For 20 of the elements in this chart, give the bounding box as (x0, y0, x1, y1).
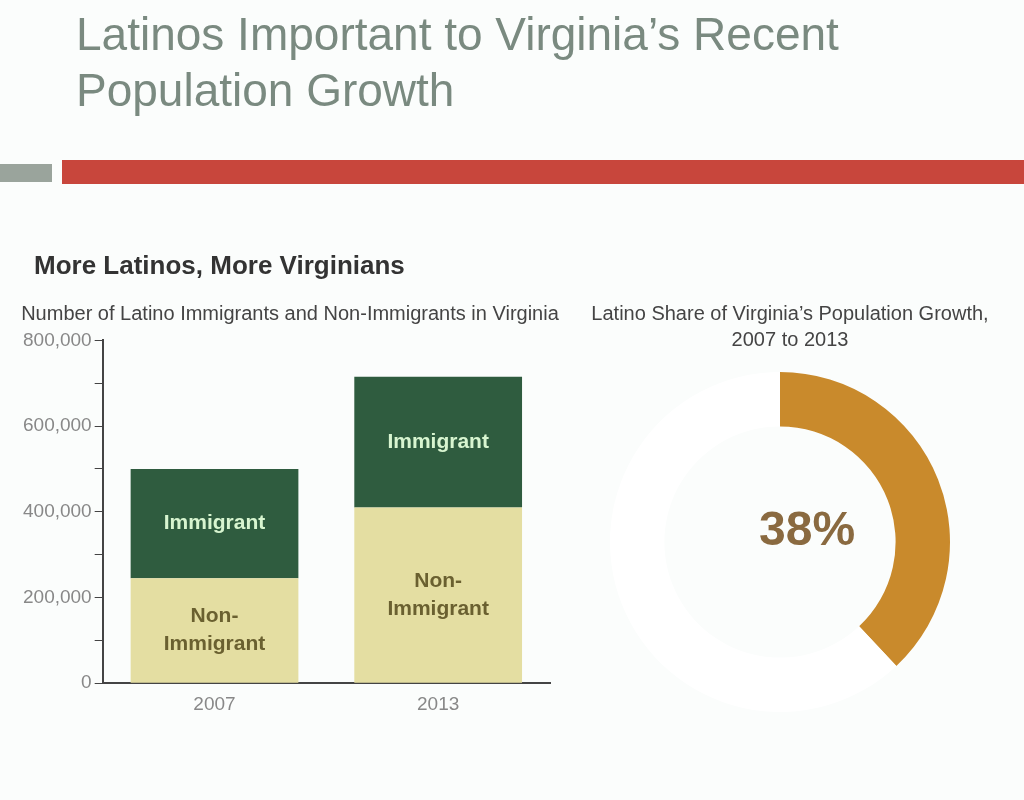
series-label: Non-Immigrant (163, 603, 266, 655)
y-tick-label: 200,000 (22, 585, 92, 607)
chart-title: Latino Share of Virginia’s Population Growth, 2007 to 2013 (590, 301, 990, 352)
text: Non-Immigrant (387, 567, 489, 619)
bar (354, 507, 523, 683)
series-label: Immigrant (387, 428, 489, 452)
text: Latinos Important to Virginia’s Recent Population Growth (76, 7, 840, 118)
y-tick-label: 0 (81, 671, 92, 693)
text: More Latinos, More Virginians (34, 250, 405, 281)
bar (130, 578, 299, 683)
y-tick-label: 600,000 (22, 414, 92, 436)
x-tick-label: 2007 (193, 692, 236, 714)
y-tick-label: 800,000 (22, 328, 92, 350)
bar (354, 376, 523, 508)
x-tick-label: 2013 (417, 692, 460, 714)
bar (130, 468, 299, 579)
chart-title: Number of Latino Immigrants and Non-Immigrants in Virginia (20, 301, 560, 326)
y-tick-label: 400,000 (22, 500, 92, 522)
text: Immigrant (163, 510, 266, 534)
data-label: 38% (759, 502, 856, 556)
